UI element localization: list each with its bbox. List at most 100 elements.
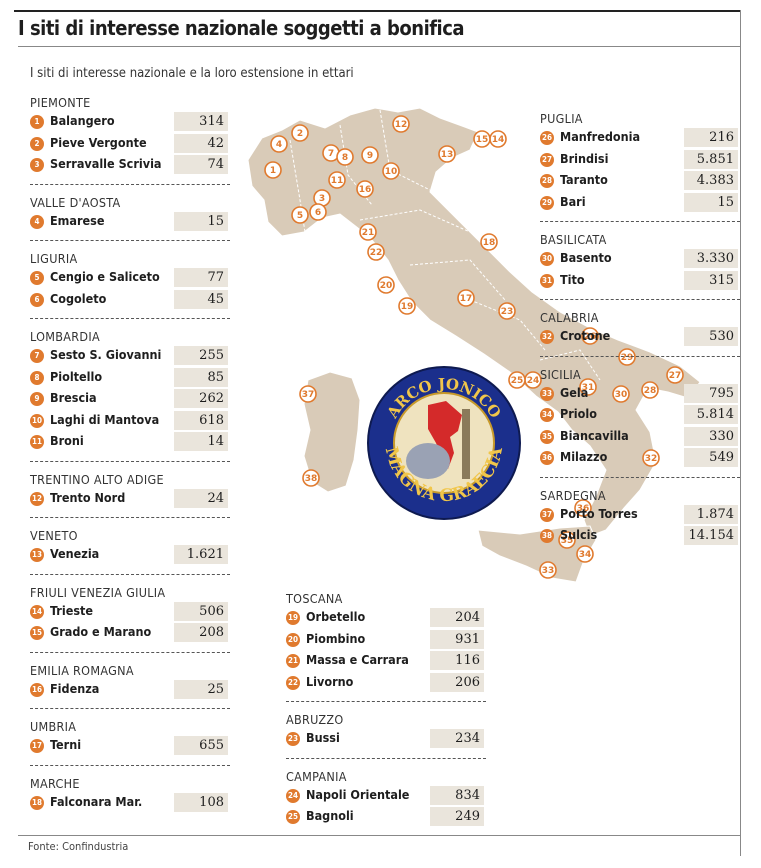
region-divider	[30, 764, 230, 766]
svg-text:38: 38	[305, 474, 318, 484]
map-marker-4: 4	[270, 135, 288, 153]
site-row: 15 Grado e Marano 208	[30, 622, 230, 644]
region-name: PUGLIA	[540, 111, 583, 126]
page-subtitle: I siti di interesse nazionale e la loro …	[30, 66, 354, 81]
site-value: 4.383	[684, 171, 738, 190]
site-number-badge: 9	[30, 392, 44, 406]
region-name: VENETO	[30, 528, 78, 543]
svg-text:13: 13	[441, 150, 454, 160]
site-value: 204	[430, 608, 484, 627]
map-marker-5: 5	[291, 206, 309, 224]
region-block: CALABRIA 32 Crotone 530	[540, 309, 740, 357]
site-value: 3.330	[684, 249, 738, 268]
region-divider	[30, 318, 230, 319]
region-name: LIGURIA	[30, 251, 78, 266]
map-marker-29: 29	[618, 348, 636, 366]
region-block: CAMPANIA 24 Napoli Orientale 834 25 Bagnoli 24…	[286, 768, 486, 828]
site-row: 11 Broni 14	[30, 431, 230, 453]
map-marker-25: 25	[508, 371, 526, 389]
map-marker-22: 22	[367, 243, 385, 261]
site-row: 21 Massa e Carrara 116	[286, 650, 486, 672]
site-number-badge: 19	[286, 611, 300, 625]
region-block: SICILIA 33 Gela 795 34 Priolo 5.814 35 Biancavil…	[540, 366, 740, 478]
site-row: 29 Bari 15	[540, 192, 740, 214]
logo-map-shape	[428, 401, 462, 469]
site-row: 9 Brescia 262	[30, 388, 230, 410]
mainland-shape	[247, 107, 701, 537]
svg-text:30: 30	[615, 390, 628, 400]
site-name: Terni	[50, 737, 82, 752]
region-name: SARDEGNA	[540, 487, 606, 503]
region-block: SARDEGNA 37 Porto Torres 1.874 38 Sulcis 14.15…	[540, 487, 740, 547]
site-number-badge: 22	[286, 675, 300, 690]
site-value: 506	[174, 601, 228, 621]
svg-text:16: 16	[359, 185, 372, 195]
site-number-badge: 17	[30, 739, 44, 753]
site-number-badge: 30	[540, 252, 554, 266]
region-divider	[30, 651, 230, 653]
site-row: 20 Piombino 931	[286, 629, 486, 651]
site-value: 14	[174, 432, 228, 451]
region-block: VENETO 13 Venezia 1.621	[30, 527, 230, 575]
site-name: Brindisi	[560, 150, 609, 166]
site-row: 14 Trieste 506	[30, 601, 230, 623]
map-marker-2: 2	[291, 124, 309, 142]
site-value: 45	[174, 289, 228, 309]
site-number-badge: 38	[540, 529, 554, 543]
site-number-badge: 11	[30, 435, 44, 449]
region-block: TOSCANA 19 Orbetello 204 20 Piombino 931 21 Mass…	[286, 590, 486, 702]
region-block: TRENTINO ALTO ADIGE 12 Trento Nord 24	[30, 471, 230, 518]
region-name: CAMPANIA	[286, 768, 347, 784]
site-row: 17 Terni 655	[30, 735, 230, 757]
svg-text:27: 27	[669, 371, 682, 381]
site-value: 25	[174, 679, 228, 699]
map-marker-10: 10	[382, 162, 400, 180]
site-number-badge: 15	[30, 626, 44, 640]
region-block: LOMBARDIA 7 Sesto S. Giovanni 255 8 Pioltello…	[30, 328, 230, 462]
site-name: Manfredonia	[560, 129, 641, 144]
site-value: 15	[174, 211, 228, 231]
map-marker-30: 30	[612, 385, 630, 403]
site-value: 206	[430, 672, 484, 692]
site-number-badge: 4	[30, 214, 44, 229]
svg-text:14: 14	[492, 135, 505, 145]
map-marker-18: 18	[480, 233, 498, 251]
site-value: 618	[174, 410, 228, 430]
svg-text:2: 2	[297, 129, 303, 139]
site-number-badge: 1	[30, 115, 44, 129]
site-number-badge: 34	[540, 408, 554, 422]
svg-text:24: 24	[527, 376, 540, 386]
site-value: 530	[684, 327, 738, 346]
region-divider	[540, 299, 740, 300]
map-marker-13: 13	[438, 145, 456, 163]
svg-text:37: 37	[302, 390, 315, 400]
svg-text:32: 32	[645, 454, 658, 464]
site-name: Massa e Carrara	[306, 652, 409, 667]
arco-jonico-logo: ARCO JONICO MAGNA GRAECIA	[367, 366, 521, 520]
svg-text:8: 8	[342, 153, 348, 163]
site-number-badge: 10	[30, 413, 44, 428]
site-name: Porto Torres	[560, 505, 638, 521]
site-value: 74	[174, 155, 228, 174]
site-row: 18 Falconara Mar. 108	[30, 792, 230, 814]
page-title: I siti di interesse nazionale soggetti a…	[18, 16, 465, 40]
map-marker-6: 6	[309, 203, 327, 221]
site-name: Bagnoli	[306, 808, 354, 823]
svg-text:35: 35	[561, 536, 574, 546]
site-row: 6 Cogoleto 45	[30, 289, 230, 311]
svg-text:31: 31	[582, 383, 595, 393]
site-name: Bari	[560, 193, 586, 209]
region-divider	[30, 240, 230, 241]
site-name: Sesto S. Giovanni	[50, 347, 162, 362]
region-divider	[286, 757, 486, 759]
site-number-badge: 23	[286, 732, 300, 746]
map-marker-19: 19	[398, 297, 416, 315]
region-name: TOSCANA	[286, 591, 343, 606]
svg-text:25: 25	[511, 376, 524, 386]
site-value: 216	[684, 128, 738, 147]
region-block: EMILIA ROMAGNA 16 Fidenza 25	[30, 662, 230, 709]
site-value: 14.154	[684, 526, 738, 545]
site-value: 108	[174, 792, 228, 812]
map-marker-1: 1	[264, 161, 282, 179]
